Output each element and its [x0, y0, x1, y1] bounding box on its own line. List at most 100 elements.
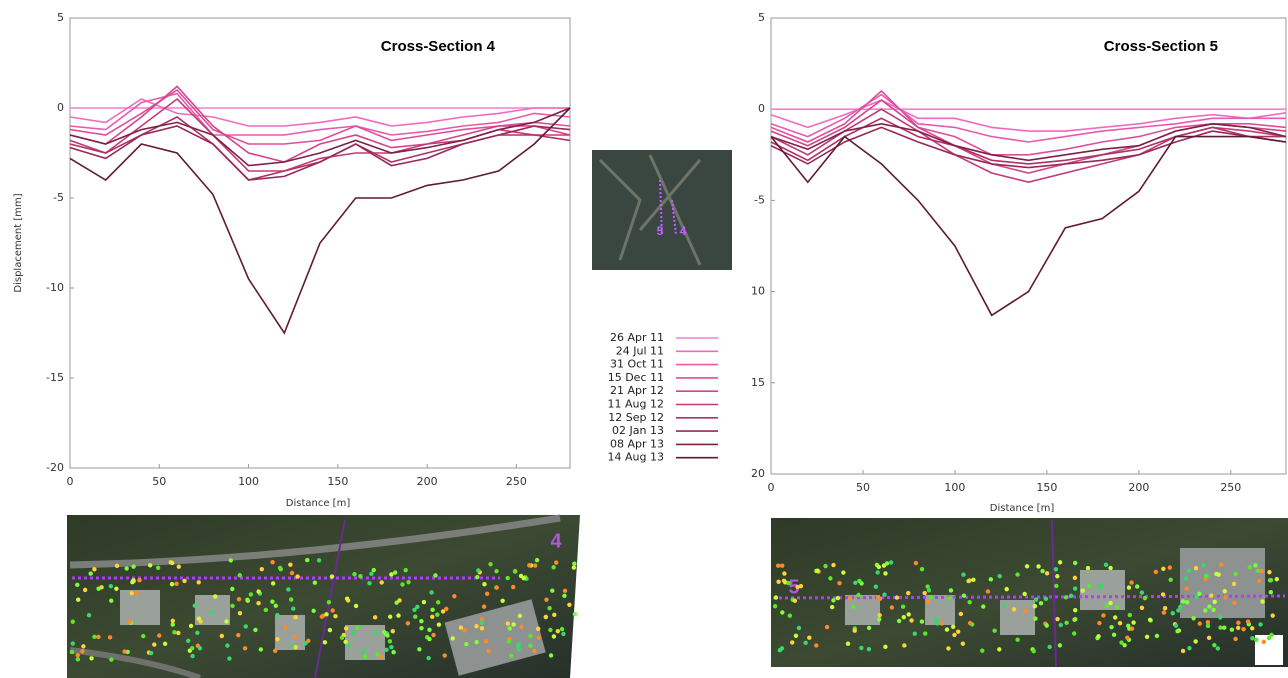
ps-point — [1168, 565, 1172, 569]
ps-point — [1073, 608, 1077, 612]
ps-point — [1087, 584, 1091, 588]
ps-point — [786, 581, 790, 585]
ps-point — [230, 604, 234, 608]
ps-point — [482, 604, 486, 608]
ps-point — [227, 656, 231, 660]
map-label: 5 — [657, 224, 664, 238]
ps-point — [1143, 596, 1147, 600]
ps-point — [1128, 613, 1132, 617]
ps-point — [303, 641, 307, 645]
ps-point — [128, 619, 132, 623]
ps-point — [1140, 606, 1144, 610]
ps-point — [482, 582, 486, 586]
ps-point — [1175, 629, 1179, 633]
ps-point — [1187, 568, 1191, 572]
ps-point — [327, 600, 331, 604]
ps-point — [89, 656, 93, 660]
ps-point — [956, 629, 960, 633]
ps-point — [229, 558, 233, 562]
ps-point — [1127, 585, 1131, 589]
ps-point — [1256, 569, 1260, 573]
ps-point — [1069, 594, 1073, 598]
ps-point — [75, 583, 79, 587]
ps-point — [1154, 570, 1158, 574]
ps-point — [836, 596, 840, 600]
series-line — [771, 91, 1286, 155]
ps-point — [909, 618, 913, 622]
ps-point — [536, 636, 540, 640]
ps-point — [1203, 608, 1207, 612]
photo-label: 4 — [550, 530, 562, 552]
legend-label: 14 Aug 13 — [608, 451, 664, 464]
ps-point — [430, 615, 434, 619]
ps-point — [856, 593, 860, 597]
ps-point — [344, 626, 348, 630]
ps-point — [1073, 561, 1077, 565]
ps-point — [238, 611, 242, 615]
ps-point — [330, 574, 334, 578]
ps-point — [961, 572, 965, 576]
ps-point — [190, 654, 194, 658]
ps-point — [474, 624, 478, 628]
ps-point — [443, 653, 447, 657]
ps-point — [1129, 580, 1133, 584]
ps-point — [195, 631, 199, 635]
ps-point — [351, 631, 355, 635]
ps-point — [1059, 623, 1063, 627]
ps-point — [198, 619, 202, 623]
ps-point — [823, 564, 827, 568]
ps-point — [1033, 616, 1037, 620]
ps-point — [516, 642, 520, 646]
ps-point — [1047, 645, 1051, 649]
ps-point — [1222, 626, 1226, 630]
ps-point — [857, 579, 861, 583]
ps-point — [1130, 626, 1134, 630]
ps-point — [1236, 626, 1240, 630]
y-tick-label: -5 — [53, 191, 64, 204]
ps-point — [480, 621, 484, 625]
ps-point — [92, 635, 96, 639]
ps-point — [1126, 624, 1130, 628]
ps-point — [396, 613, 400, 617]
ps-point — [76, 657, 80, 661]
ps-point — [1033, 604, 1037, 608]
ps-point — [1232, 582, 1236, 586]
ps-point — [213, 594, 217, 598]
ps-point — [152, 642, 156, 646]
ps-point — [495, 585, 499, 589]
ps-point — [518, 614, 522, 618]
ps-point — [271, 581, 275, 585]
ps-point — [945, 627, 949, 631]
ps-point — [549, 653, 553, 657]
ps-point — [400, 582, 404, 586]
ps-point — [774, 595, 778, 599]
ps-point — [363, 655, 367, 659]
ps-point — [96, 586, 100, 590]
ps-point — [256, 589, 260, 593]
ps-point — [1125, 635, 1129, 639]
ps-point — [877, 613, 881, 617]
ps-point — [149, 651, 153, 655]
ps-point — [1131, 620, 1135, 624]
y-tick-label: 5 — [57, 11, 64, 24]
ps-point — [313, 580, 317, 584]
ps-point — [1254, 638, 1258, 642]
ps-point — [780, 563, 784, 567]
ps-point — [793, 599, 797, 603]
ps-point — [70, 650, 74, 654]
ps-point — [1025, 564, 1029, 568]
ps-point — [519, 625, 523, 629]
ps-point — [1005, 587, 1009, 591]
ps-point — [971, 578, 975, 582]
ps-point — [923, 631, 927, 635]
legend-label: 08 Apr 13 — [610, 437, 664, 450]
ps-point — [286, 587, 290, 591]
ps-point — [776, 580, 780, 584]
ps-point — [171, 619, 175, 623]
ps-point — [346, 598, 350, 602]
ps-point — [1223, 589, 1227, 593]
x-tick-label: 200 — [1128, 481, 1149, 494]
ps-point — [562, 594, 566, 598]
ps-point — [237, 597, 241, 601]
ps-point — [190, 646, 194, 650]
